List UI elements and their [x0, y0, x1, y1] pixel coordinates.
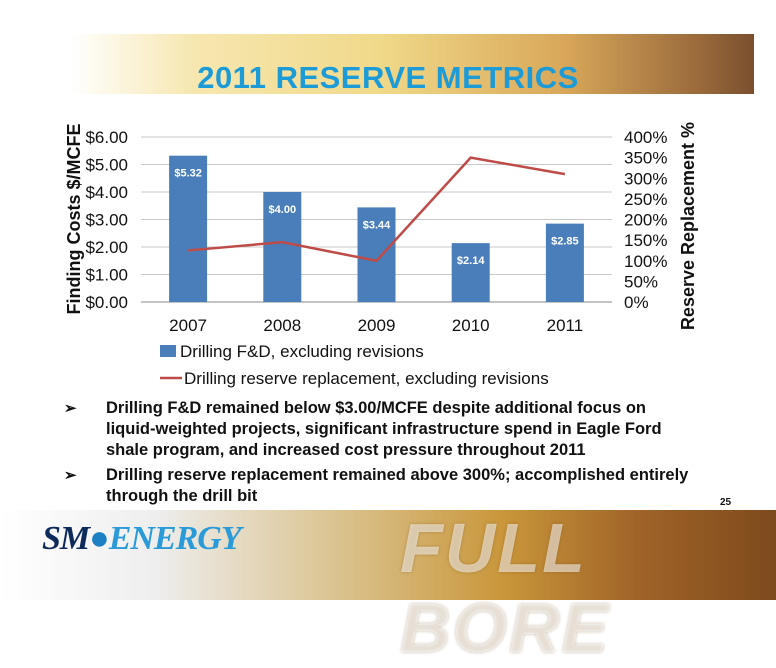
x-tick-label: 2008 — [263, 316, 301, 335]
logo-sm-text: SM — [42, 520, 90, 557]
y-tick-label: $5.00 — [85, 156, 128, 175]
legend-line-label: Drilling reserve replacement, excluding … — [184, 369, 549, 388]
bullet-item: ➢ Drilling F&D remained below $3.00/MCFE… — [60, 398, 700, 461]
bar — [545, 223, 584, 302]
arrow-bullet-icon: ➢ — [64, 400, 77, 417]
y2-tick-label: 0% — [624, 293, 649, 312]
bar — [263, 192, 302, 302]
y2-tick-label: 250% — [624, 190, 667, 209]
bullet-text: Drilling F&D remained below $3.00/MCFE d… — [106, 399, 662, 459]
y-tick-label: $1.00 — [85, 266, 128, 285]
bar-data-label: $4.00 — [269, 204, 297, 216]
combo-chart: $0.00 $1.00 $2.00 $3.00 $4.00 $5.00 $6.00 0% 50%… — [64, 122, 698, 388]
title-banner — [70, 34, 754, 94]
legend-bar-label: Drilling F&D, excluding revisions — [180, 342, 424, 361]
x-tick-label: 2009 — [358, 316, 396, 335]
y2-tick-label: 200% — [624, 211, 667, 230]
x-tick-label: 2007 — [169, 316, 207, 335]
arrow-bullet-icon: ➢ — [64, 467, 77, 484]
y-axis-title: Finding Costs $/MCFE — [64, 124, 84, 315]
y-tick-label: $3.00 — [85, 211, 128, 230]
page-number: 25 — [720, 497, 732, 508]
bar-data-label: $2.14 — [457, 255, 485, 267]
oil-drop-icon: ● — [89, 520, 110, 557]
y2-axis-title: Reserve Replacement % — [678, 122, 698, 330]
y2-tick-label: 300% — [624, 169, 667, 188]
sm-energy-logo: SM●ENERGY — [42, 520, 242, 560]
bar-data-label: $5.32 — [174, 168, 202, 180]
bullet-item: ➢ Drilling reserve replacement remained … — [60, 465, 700, 507]
bar-data-label: $3.44 — [363, 219, 391, 231]
legend-bar-swatch — [160, 345, 176, 357]
bar-data-label: $2.85 — [551, 236, 579, 248]
y-tick-label: $4.00 — [85, 183, 128, 202]
y2-tick-label: 350% — [624, 149, 667, 168]
y2-tick-label: 50% — [624, 272, 658, 291]
bullet-text: Drilling reserve replacement remained ab… — [106, 466, 689, 505]
y-tick-label: $2.00 — [85, 238, 128, 257]
full-bore-tagline: FULL BORE — [400, 509, 611, 667]
page-title: 2011 RESERVE METRICS — [197, 60, 579, 95]
bar — [451, 243, 490, 302]
y-tick-label: $0.00 — [85, 293, 128, 312]
footer-band — [0, 510, 776, 600]
logo-energy-text: ENERGY — [108, 520, 242, 557]
y2-tick-label: 150% — [624, 231, 667, 250]
bullet-list: ➢ Drilling F&D remained below $3.00/MCFE… — [60, 398, 700, 511]
y-tick-label: $6.00 — [85, 128, 128, 147]
bar — [169, 155, 208, 302]
x-tick-label: 2011 — [547, 316, 584, 335]
x-tick-label: 2010 — [452, 316, 490, 335]
bar — [357, 207, 396, 302]
y2-tick-label: 400% — [624, 128, 667, 147]
y2-tick-label: 100% — [624, 252, 667, 271]
reserve-replacement-line — [187, 156, 566, 263]
